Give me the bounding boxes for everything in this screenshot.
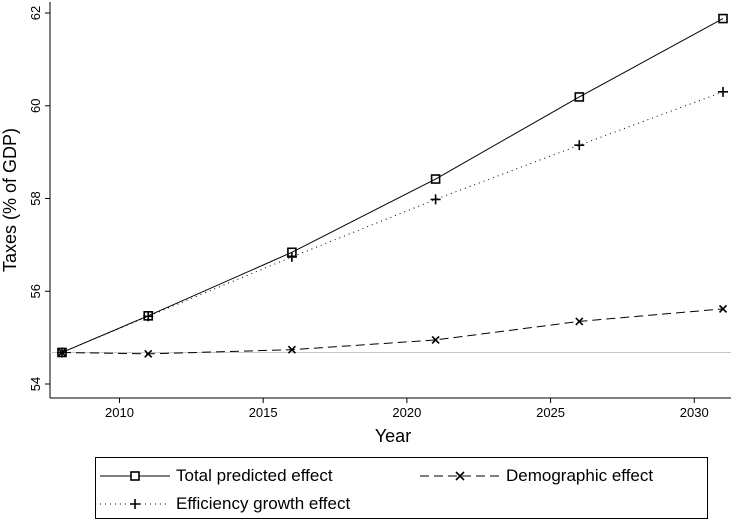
data-point-efficiency-growth-effect-2031: [718, 86, 728, 97]
data-point-demographic-effect-2026: [575, 317, 584, 326]
y-tick-label-58: 58: [28, 191, 43, 205]
x-axis-label: Year: [375, 426, 411, 446]
legend-item-efficiency: Efficiency growth effect: [100, 492, 350, 516]
data-point-demographic-effect-2011: [144, 349, 153, 358]
data-point-total-predicted-effect-2026: [574, 92, 585, 102]
legend-label-efficiency: Efficiency growth effect: [176, 494, 351, 513]
legend-label-total: Total predicted effect: [176, 466, 333, 485]
series-lines: [61, 18, 724, 355]
data-point-total-predicted-effect-2021: [430, 174, 441, 184]
y-axis-label: Taxes (% of GDP): [0, 128, 20, 272]
x-tick-label-2015: 2015: [249, 405, 278, 420]
y-tick-label-60: 60: [28, 99, 43, 113]
data-point-demographic-effect-2016: [287, 345, 296, 354]
y-tick-label-62: 62: [28, 6, 43, 20]
data-point-efficiency-growth-effect-2026: [574, 140, 585, 151]
line-chart: 2010 2015 2020 2025 2030 54 56 58 60 62 Year Tax…: [0, 2, 731, 446]
legend-item-demographic: Demographic effect: [420, 464, 653, 488]
legend-label-demographic: Demographic effect: [506, 466, 654, 485]
series-markers: [57, 13, 728, 358]
legend-item-total: Total predicted effect: [100, 464, 333, 488]
y-tick-label-56: 56: [28, 284, 43, 298]
data-point-demographic-effect-2031: [718, 304, 728, 313]
data-point-total-predicted-effect-2031: [718, 13, 728, 24]
data-point-efficiency-growth-effect-2011: [143, 311, 154, 322]
x-axis-ticks: 2010 2015 2020 2025 2030: [105, 398, 709, 420]
series-line-demographic-effect: [61, 308, 724, 355]
data-point-efficiency-growth-effect-2021: [430, 194, 441, 205]
x-tick-label-2010: 2010: [105, 405, 134, 420]
series-line-total-predicted-effect: [61, 18, 724, 353]
x-tick-label-2025: 2025: [536, 405, 565, 420]
series-line-efficiency-growth-effect: [61, 91, 724, 353]
legend: Total predicted effect Demographic effec…: [95, 457, 708, 519]
data-point-efficiency-growth-effect-2016: [286, 251, 297, 262]
y-tick-label-54: 54: [28, 377, 43, 391]
x-tick-label-2020: 2020: [392, 405, 421, 420]
data-point-demographic-effect-2021: [431, 335, 440, 345]
legend-symbol-efficiency: [100, 499, 170, 509]
x-tick-label-2030: 2030: [680, 405, 709, 420]
y-axis-ticks: 54 56 58 60 62: [28, 6, 50, 391]
legend-symbol-total: [100, 471, 170, 481]
legend-symbol-demographic: [420, 471, 500, 481]
data-point-efficiency-growth-effect-2008: [57, 347, 67, 358]
